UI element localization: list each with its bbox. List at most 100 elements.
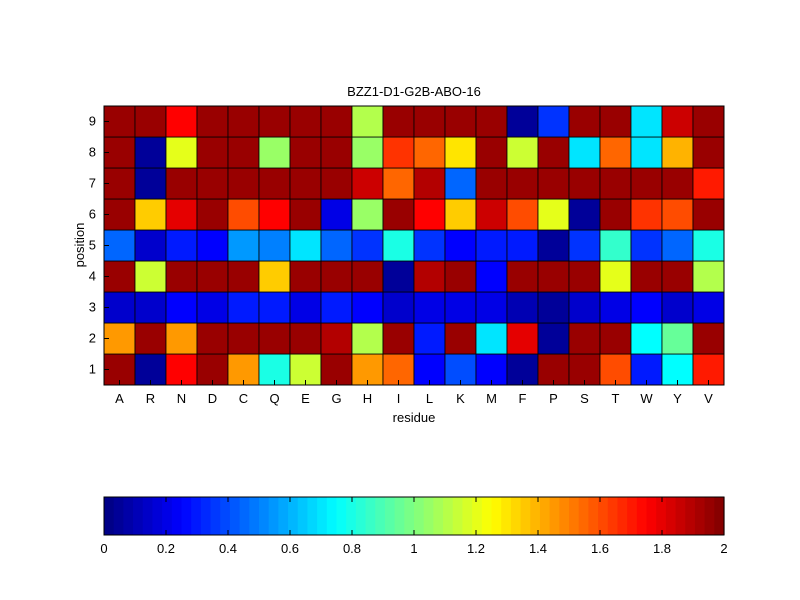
x-tick-label: S bbox=[580, 391, 589, 406]
heatmap-cell bbox=[351, 260, 384, 293]
heatmap-cell bbox=[165, 291, 198, 324]
heatmap-cell bbox=[537, 291, 570, 324]
colorbar-tick-label: 0.6 bbox=[281, 541, 299, 556]
heatmap-cell bbox=[258, 260, 291, 293]
heatmap-cell bbox=[134, 229, 167, 262]
heatmap-cell bbox=[506, 167, 539, 200]
heatmap-cell bbox=[382, 353, 415, 386]
heatmap-cell bbox=[661, 105, 694, 138]
heatmap-cell bbox=[692, 353, 725, 386]
heatmap-cell bbox=[134, 105, 167, 138]
colorbar-band bbox=[685, 497, 696, 535]
heatmap-cell bbox=[289, 291, 322, 324]
heatmap-cell bbox=[661, 167, 694, 200]
heatmap-cell bbox=[320, 229, 353, 262]
colorbar-band bbox=[588, 497, 599, 535]
colorbar-band bbox=[559, 497, 570, 535]
heatmap-cell bbox=[320, 260, 353, 293]
heatmap-cell bbox=[661, 291, 694, 324]
heatmap-cell bbox=[568, 322, 601, 355]
heatmap-cell bbox=[320, 198, 353, 231]
colorbar-band bbox=[656, 497, 667, 535]
heatmap-cell bbox=[382, 291, 415, 324]
heatmap-cell bbox=[444, 167, 477, 200]
heatmap-cell bbox=[413, 291, 446, 324]
x-tick-label: K bbox=[456, 391, 465, 406]
colorbar-band bbox=[142, 497, 154, 535]
heatmap-cell bbox=[599, 322, 632, 355]
heatmap-cell bbox=[568, 229, 601, 262]
heatmap-cell bbox=[568, 291, 601, 324]
heatmap-cell bbox=[227, 260, 260, 293]
colorbar-band bbox=[200, 497, 212, 535]
heatmap-cell bbox=[692, 260, 725, 293]
colorbar-tick-label: 1 bbox=[410, 541, 417, 556]
heatmap-cell bbox=[103, 322, 136, 355]
y-tick-label: 9 bbox=[89, 114, 96, 129]
chart-title: BZZ1-D1-G2B-ABO-16 bbox=[347, 84, 481, 99]
heatmap-cell bbox=[630, 353, 663, 386]
heatmap-cell bbox=[475, 322, 508, 355]
heatmap-cell bbox=[289, 260, 322, 293]
heatmap-cell bbox=[134, 353, 167, 386]
colorbar-band bbox=[123, 497, 134, 535]
heatmap-cell bbox=[382, 229, 415, 262]
heatmap-cell bbox=[413, 260, 446, 293]
colorbar-band bbox=[375, 497, 386, 535]
x-tick-label: M bbox=[486, 391, 497, 406]
colorbar-ticks: 0 0.2 0.4 0.6 0.8 1 1.2 1.4 1.6 1.8 2 bbox=[100, 497, 728, 556]
heatmap-cell bbox=[444, 198, 477, 231]
x-axis-label: residue bbox=[393, 410, 436, 425]
heatmap-cell bbox=[351, 167, 384, 200]
heatmap-cell bbox=[444, 229, 477, 262]
x-tick-label: T bbox=[612, 391, 620, 406]
heatmap-cell bbox=[165, 167, 198, 200]
heatmap-cell bbox=[196, 291, 229, 324]
colorbar-band bbox=[355, 497, 367, 535]
heatmap-cell bbox=[382, 322, 415, 355]
colorbar-band bbox=[259, 497, 270, 535]
colorbar-band bbox=[530, 497, 541, 535]
heatmap-cell bbox=[320, 105, 353, 138]
heatmap-cell bbox=[692, 167, 725, 200]
heatmap-cell bbox=[289, 105, 322, 138]
heatmap-cell bbox=[134, 322, 167, 355]
colorbar-band bbox=[569, 497, 580, 535]
colorbar-band bbox=[423, 497, 434, 535]
heatmap-cell bbox=[382, 198, 415, 231]
colorbar-band bbox=[433, 497, 444, 535]
x-tick-label: W bbox=[640, 391, 653, 406]
colorbar bbox=[104, 497, 725, 535]
colorbar-band bbox=[491, 497, 502, 535]
heatmap-cell bbox=[289, 198, 322, 231]
heatmap-cell bbox=[661, 260, 694, 293]
heatmap-cell bbox=[599, 291, 632, 324]
heatmap-cell bbox=[382, 136, 415, 169]
heatmap-cell bbox=[506, 105, 539, 138]
colorbar-band bbox=[520, 497, 531, 535]
colorbar-band bbox=[675, 497, 686, 535]
colorbar-band bbox=[288, 497, 299, 535]
heatmap-cell bbox=[320, 167, 353, 200]
heatmap-cell bbox=[382, 167, 415, 200]
heatmap-cell bbox=[444, 353, 477, 386]
colorbar-band bbox=[394, 497, 405, 535]
heatmap-cell bbox=[258, 167, 291, 200]
heatmap-cell bbox=[227, 105, 260, 138]
colorbar-band bbox=[317, 497, 328, 535]
x-tick-label: Y bbox=[673, 391, 682, 406]
heatmap-cell bbox=[103, 198, 136, 231]
colorbar-band bbox=[462, 497, 473, 535]
heatmap-cell bbox=[661, 322, 694, 355]
heatmap-cell bbox=[506, 198, 539, 231]
colorbar-band bbox=[627, 497, 638, 535]
colorbar-band bbox=[452, 497, 464, 535]
heatmap-cell bbox=[506, 136, 539, 169]
heatmap-cell bbox=[227, 198, 260, 231]
heatmap-cell bbox=[661, 198, 694, 231]
heatmap-cell bbox=[444, 322, 477, 355]
heatmap-cell bbox=[196, 136, 229, 169]
colorbar-band bbox=[113, 497, 124, 535]
